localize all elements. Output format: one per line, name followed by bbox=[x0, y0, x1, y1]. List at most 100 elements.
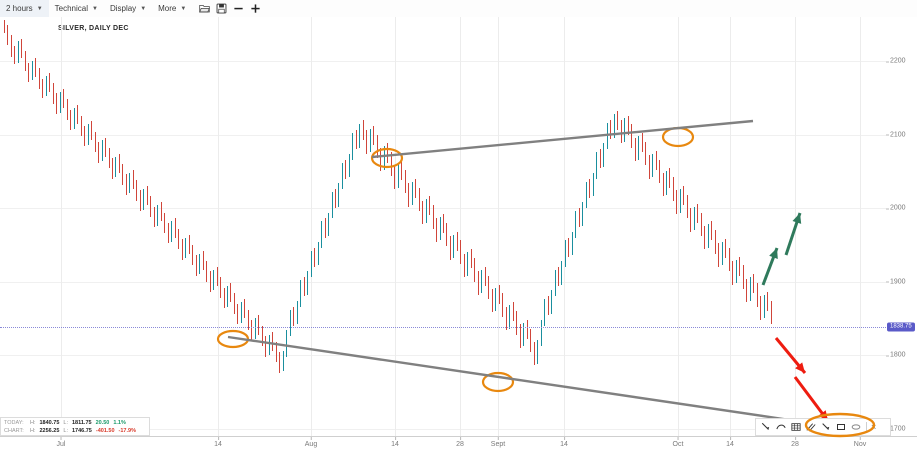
bar-wick bbox=[746, 278, 748, 303]
bar-wick bbox=[718, 243, 720, 267]
pencil-tool[interactable] bbox=[819, 421, 832, 434]
bar-wick bbox=[105, 137, 107, 157]
bar-wick bbox=[153, 206, 155, 228]
vertical-gridline bbox=[311, 17, 312, 436]
last-price-badge: 1838.75 bbox=[887, 322, 915, 332]
bar-wick bbox=[28, 62, 30, 82]
vertical-gridline bbox=[860, 17, 861, 436]
channel-tool[interactable] bbox=[804, 421, 817, 434]
status-row-chart: CHART: H: 2256.25 L: 1746.75 -401.50 -17… bbox=[4, 428, 146, 436]
folder-open-icon[interactable] bbox=[196, 0, 213, 17]
bar-wick bbox=[645, 141, 647, 166]
technical-menu-label: Technical bbox=[54, 4, 88, 13]
time-tick-label: Oct bbox=[672, 437, 684, 448]
fibonacci-grid-tool[interactable] bbox=[789, 421, 802, 434]
bar-wick bbox=[45, 75, 47, 97]
zoom-out-icon[interactable] bbox=[230, 0, 247, 17]
bar-wick bbox=[390, 152, 392, 176]
bar-wick bbox=[112, 158, 113, 179]
bar-wick bbox=[655, 150, 657, 170]
bar-wick bbox=[408, 183, 410, 207]
bar-wick bbox=[373, 125, 375, 145]
bar-wick bbox=[530, 328, 532, 353]
bar-wick bbox=[77, 105, 79, 125]
bar-wick bbox=[345, 159, 347, 179]
bar-wick bbox=[66, 99, 68, 120]
bar-wick bbox=[564, 240, 566, 267]
bull-arrow-lower bbox=[761, 247, 779, 286]
bar-wick bbox=[230, 283, 232, 303]
curve-tool[interactable] bbox=[774, 421, 787, 434]
bar-wick bbox=[540, 319, 542, 347]
bar-wick bbox=[310, 250, 312, 278]
time-tick-label: 14 bbox=[214, 437, 222, 448]
top-toolbar: 2 hours ▼ Technical ▼ Display ▼ More ▼ bbox=[0, 0, 917, 18]
bar-wick bbox=[279, 352, 281, 373]
technical-menu[interactable]: Technical ▼ bbox=[49, 0, 104, 17]
bar-wick bbox=[213, 269, 215, 291]
save-icon[interactable] bbox=[213, 0, 230, 17]
bar-wick bbox=[415, 178, 417, 198]
bar-wick bbox=[533, 341, 535, 366]
bar-wick bbox=[289, 309, 291, 337]
bar-wick bbox=[638, 136, 640, 160]
bar-wick bbox=[226, 286, 228, 307]
bar-wick bbox=[380, 147, 382, 172]
more-menu[interactable]: More ▼ bbox=[152, 0, 192, 17]
close-icon[interactable]: × bbox=[871, 421, 877, 432]
bar-wick bbox=[359, 124, 361, 148]
bar-wick bbox=[742, 265, 744, 289]
bar-wick bbox=[739, 256, 741, 276]
bar-wick bbox=[328, 212, 330, 237]
vertical-gridline bbox=[218, 17, 219, 436]
display-menu[interactable]: Display ▼ bbox=[104, 0, 152, 17]
bar-wick bbox=[303, 277, 305, 297]
bar-wick bbox=[132, 169, 134, 189]
bar-wick bbox=[321, 221, 323, 248]
today-high-key: H: bbox=[30, 420, 36, 426]
bar-wick bbox=[63, 89, 65, 109]
bar-wick bbox=[582, 202, 584, 226]
bar-wick bbox=[634, 137, 636, 162]
bar-wick bbox=[143, 189, 145, 210]
zoom-in-icon[interactable] bbox=[247, 0, 264, 17]
ellipse-tool[interactable] bbox=[849, 421, 862, 434]
bar-wick bbox=[676, 190, 678, 214]
rectangle-tool[interactable] bbox=[834, 421, 847, 434]
bar-wick bbox=[164, 212, 166, 234]
bar-wick bbox=[404, 169, 406, 194]
toolbar-divider bbox=[866, 422, 867, 432]
bar-wick bbox=[73, 108, 75, 129]
time-axis[interactable]: Jul 14 Aug 14 28 Sept 14 Oct 14 28 Nov bbox=[0, 436, 917, 454]
bar-wick bbox=[300, 280, 302, 307]
bar-wick bbox=[56, 93, 58, 115]
bar-wick bbox=[387, 143, 389, 163]
bar-wick bbox=[693, 206, 695, 231]
bar-wick bbox=[181, 238, 183, 260]
bar-wick bbox=[683, 186, 685, 206]
bar-wick bbox=[554, 269, 556, 297]
bar-wick bbox=[14, 46, 16, 65]
bar-wick bbox=[672, 177, 674, 201]
bar-wick bbox=[446, 222, 448, 247]
bar-wick bbox=[125, 174, 127, 195]
vertical-gridline bbox=[678, 17, 679, 436]
chart-low-key: L: bbox=[63, 427, 68, 434]
price-axis[interactable]: 1838.75 2200 2100 2000 1900 1800 1700 bbox=[886, 17, 917, 436]
bar-wick bbox=[101, 140, 103, 162]
bar-wick bbox=[244, 299, 246, 319]
bar-wick bbox=[477, 271, 479, 295]
bar-wick bbox=[174, 218, 176, 238]
timeframe-menu[interactable]: 2 hours ▼ bbox=[0, 0, 49, 17]
chevron-down-icon: ▼ bbox=[140, 5, 147, 12]
price-tick-label: 2100 bbox=[886, 131, 906, 139]
trendline-tool[interactable] bbox=[759, 421, 772, 434]
support-touch-1 bbox=[216, 329, 250, 349]
time-tick-label: Sept bbox=[490, 437, 506, 448]
bar-wick bbox=[544, 299, 546, 326]
bar-wick bbox=[704, 225, 706, 250]
timeframe-menu-label: 2 hours bbox=[6, 4, 33, 13]
chart-plot-area[interactable]: SILVER, DAILY DEC bbox=[0, 17, 887, 436]
bar-wick bbox=[17, 40, 19, 63]
bar-wick bbox=[209, 271, 211, 292]
